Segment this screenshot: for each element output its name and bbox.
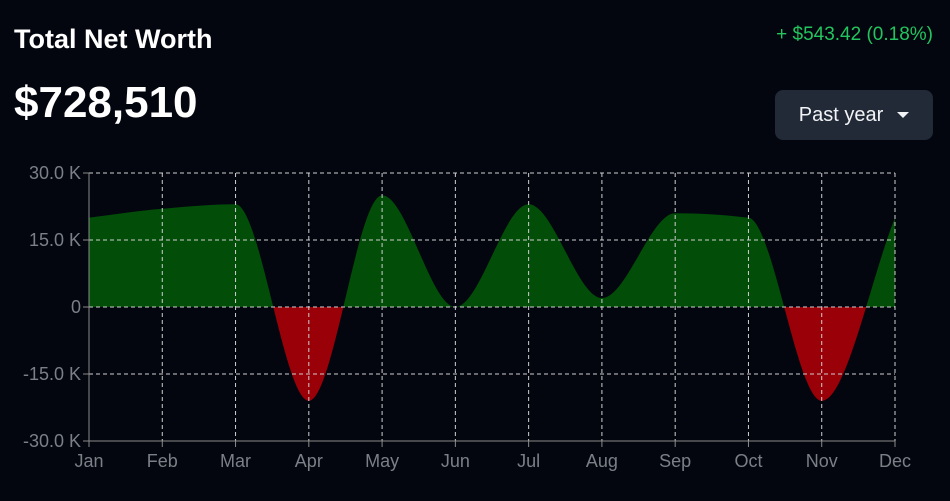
x-tick-label: Dec — [879, 451, 911, 471]
time-range-dropdown[interactable]: Past year — [775, 90, 933, 140]
net-worth-change: + $543.42 (0.18%) — [776, 24, 933, 45]
x-tick-label: Nov — [806, 451, 838, 471]
x-tick-label: Sep — [659, 451, 691, 471]
positive-area — [89, 195, 895, 307]
caret-down-icon — [897, 112, 910, 118]
x-tick-label: May — [365, 451, 399, 471]
net-worth-value: $728,510 — [14, 78, 198, 127]
x-tick-label: Feb — [147, 451, 178, 471]
page-title: Total Net Worth — [14, 24, 213, 54]
y-tick-label: 15.0 K — [29, 230, 81, 250]
y-tick-label: 30.0 K — [29, 163, 81, 183]
x-tick-label: Jan — [74, 451, 103, 471]
x-tick-label: Mar — [220, 451, 251, 471]
y-tick-label: 0 — [71, 297, 81, 317]
y-tick-label: -30.0 K — [23, 431, 81, 451]
negative-area — [89, 307, 895, 401]
time-range-label: Past year — [798, 103, 884, 126]
x-tick-label: Aug — [586, 451, 618, 471]
x-tick-label: Apr — [295, 451, 323, 471]
y-tick-label: -15.0 K — [23, 364, 81, 384]
x-tick-label: Jul — [517, 451, 540, 471]
x-tick-label: Oct — [734, 451, 762, 471]
x-tick-label: Jun — [441, 451, 470, 471]
